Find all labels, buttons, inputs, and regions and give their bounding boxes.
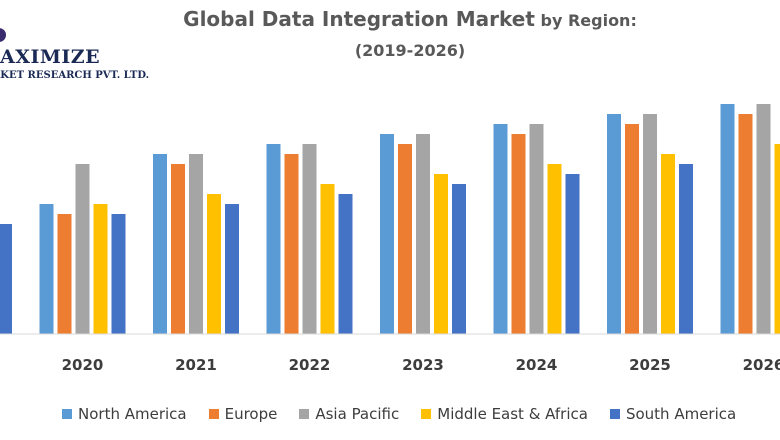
bar-north-america-2025 [607, 114, 621, 334]
bar-middle-east-africa-2020 [93, 204, 108, 334]
bar-north-america-2023 [380, 134, 394, 334]
bar-europe-2026 [738, 114, 753, 334]
bar-group [0, 104, 780, 334]
bar-north-america-2024 [493, 124, 508, 334]
legend-item-south-america: South America [609, 405, 737, 423]
bar-middle-east-africa-2025 [661, 154, 675, 334]
bar-europe-2023 [398, 144, 412, 334]
bar-middle-east-africa-2024 [547, 164, 562, 334]
x-tick-label-2020: 2020 [62, 356, 104, 374]
legend-label: North America [78, 405, 187, 423]
logo-mark-icon [0, 28, 6, 42]
legend-item-middle-east-africa: Middle East & Africa [421, 405, 588, 423]
bar-south-america-2019 [0, 224, 12, 334]
chart-subtitle: (2019-2026) [354, 41, 466, 60]
chart-title-by: by [540, 11, 563, 30]
logo-brand-subtext: RKET RESEARCH PVT. LTD. [0, 70, 150, 81]
logo-brand-text: AXIMIZE [0, 46, 101, 68]
legend-label: Europe [224, 405, 278, 423]
chart-title-region: Region: [567, 11, 637, 30]
legend-swatch [208, 409, 219, 419]
legend: North America Europe Asia Pacific Middle Ea… [62, 404, 758, 424]
bar-middle-east-africa-2026 [774, 144, 780, 334]
bar-north-america-2022 [266, 144, 281, 334]
bar-asia-pacific-2020 [75, 164, 90, 334]
bar-middle-east-africa-2021 [207, 194, 221, 334]
legend-swatch [609, 409, 620, 419]
bar-europe-2022 [284, 154, 299, 334]
legend-item-north-america: North America [62, 405, 187, 423]
bar-middle-east-africa-2022 [320, 184, 335, 334]
x-tick-label-2022: 2022 [289, 356, 331, 374]
x-tick-label-2024: 2024 [516, 356, 558, 374]
legend-label: Asia Pacific [315, 405, 400, 423]
legend-item-europe: Europe [208, 405, 278, 423]
company-logo: AXIMIZE RKET RESEARCH PVT. LTD. [0, 28, 162, 86]
bar-asia-pacific-2021 [189, 154, 203, 334]
bar-asia-pacific-2024 [529, 124, 544, 334]
legend-label: South America [625, 405, 737, 423]
bar-south-america-2022 [338, 194, 353, 334]
bar-south-america-2020 [111, 214, 126, 334]
x-tick-label-2026: 2026 [743, 356, 780, 374]
bar-europe-2020 [57, 214, 72, 334]
bar-south-america-2021 [225, 204, 239, 334]
bar-north-america-2026 [720, 104, 735, 334]
bar-asia-pacific-2025 [643, 114, 657, 334]
legend-item-asia-pacific: Asia Pacific [299, 405, 399, 423]
bar-south-america-2023 [452, 184, 466, 334]
bar-europe-2024 [511, 134, 526, 334]
bar-north-america-2020 [39, 204, 54, 334]
bar-middle-east-africa-2023 [434, 174, 448, 334]
bar-asia-pacific-2022 [302, 144, 317, 334]
chart-title: Global Data Integration Market by Region… [150, 4, 670, 66]
bar-europe-2021 [171, 164, 185, 334]
bar-south-america-2025 [679, 164, 693, 334]
x-tick-labels: 2020 2021 2022 2023 2024 2025 2026 [62, 356, 780, 374]
legend-label: Middle East & Africa [437, 405, 588, 423]
x-tick-label-2025: 2025 [629, 356, 671, 374]
legend-swatch [62, 409, 72, 419]
x-tick-label-2023: 2023 [402, 356, 444, 374]
bar-north-america-2021 [153, 154, 167, 334]
x-tick-label-2021: 2021 [175, 356, 217, 374]
bar-europe-2025 [625, 124, 639, 334]
chart-title-main: Global Data Integration Market [183, 7, 535, 31]
bar-asia-pacific-2023 [416, 134, 430, 334]
bar-south-america-2024 [565, 174, 580, 334]
legend-swatch [421, 409, 432, 419]
bar-asia-pacific-2026 [756, 104, 771, 334]
legend-swatch [299, 409, 310, 419]
